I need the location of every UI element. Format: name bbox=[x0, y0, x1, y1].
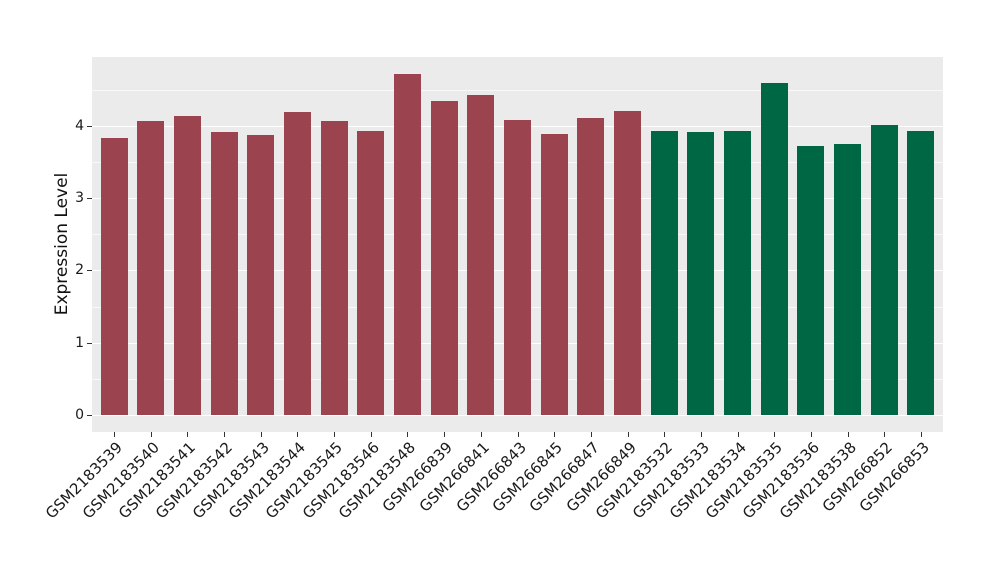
x-tick-mark bbox=[810, 432, 812, 437]
bar-GSM266847 bbox=[577, 117, 605, 415]
x-tick-mark bbox=[407, 432, 409, 437]
x-tick-mark bbox=[297, 432, 299, 437]
bar-GSM2183539 bbox=[100, 137, 128, 415]
x-tick-mark bbox=[224, 432, 226, 437]
y-tick-mark bbox=[87, 126, 92, 128]
bar-GSM2183535 bbox=[760, 82, 788, 415]
y-tick-mark bbox=[87, 270, 92, 272]
x-tick-mark bbox=[480, 432, 482, 437]
bar-GSM2183543 bbox=[247, 134, 275, 415]
gridline-major bbox=[92, 414, 943, 416]
y-tick-mark bbox=[87, 198, 92, 200]
bar-GSM266849 bbox=[614, 111, 642, 415]
x-tick-mark bbox=[737, 432, 739, 437]
x-tick-mark bbox=[444, 432, 446, 437]
y-tick-label: 1 bbox=[75, 334, 84, 351]
x-tick-mark bbox=[590, 432, 592, 437]
bar-GSM2183534 bbox=[724, 130, 752, 415]
x-tick-mark bbox=[627, 432, 629, 437]
x-tick-mark bbox=[774, 432, 776, 437]
bar-GSM2183540 bbox=[137, 121, 165, 415]
x-tick-mark bbox=[700, 432, 702, 437]
y-tick-label: 2 bbox=[75, 262, 84, 279]
y-tick-label: 3 bbox=[75, 190, 84, 207]
gridline-minor bbox=[92, 90, 943, 92]
x-tick-mark bbox=[370, 432, 372, 437]
x-tick-mark bbox=[334, 432, 336, 437]
x-tick-mark bbox=[554, 432, 556, 437]
bar-GSM266853 bbox=[907, 131, 935, 415]
bar-GSM2183532 bbox=[650, 131, 678, 415]
bar-GSM266843 bbox=[504, 120, 531, 415]
y-tick-mark bbox=[87, 342, 92, 344]
x-tick-mark bbox=[664, 432, 666, 437]
x-tick-mark bbox=[187, 432, 189, 437]
y-tick-label: 4 bbox=[75, 118, 84, 135]
bar-GSM2183545 bbox=[320, 121, 348, 415]
y-tick-label: 0 bbox=[75, 406, 84, 423]
bar-GSM2183533 bbox=[687, 132, 715, 415]
y-tick-mark bbox=[87, 414, 92, 416]
bar-GSM266839 bbox=[430, 100, 458, 415]
x-tick-mark bbox=[114, 432, 115, 437]
x-tick-mark bbox=[517, 432, 519, 437]
bar-GSM2183538 bbox=[834, 144, 862, 415]
bar-GSM2183546 bbox=[357, 131, 385, 415]
bar-GSM2183536 bbox=[797, 146, 825, 415]
bar-GSM2183541 bbox=[173, 116, 201, 415]
x-tick-mark bbox=[150, 432, 152, 437]
bar-GSM266852 bbox=[870, 124, 898, 415]
x-tick-mark bbox=[884, 432, 886, 437]
x-tick-mark bbox=[260, 432, 262, 437]
bar-GSM266845 bbox=[540, 134, 568, 415]
x-tick-mark bbox=[847, 432, 849, 437]
x-tick-mark bbox=[920, 432, 922, 437]
bar-GSM2183542 bbox=[210, 132, 238, 415]
bar-GSM2183548 bbox=[393, 74, 421, 415]
plot-panel bbox=[92, 57, 943, 432]
bar-GSM2183544 bbox=[283, 111, 311, 415]
bar-GSM266841 bbox=[467, 95, 495, 415]
